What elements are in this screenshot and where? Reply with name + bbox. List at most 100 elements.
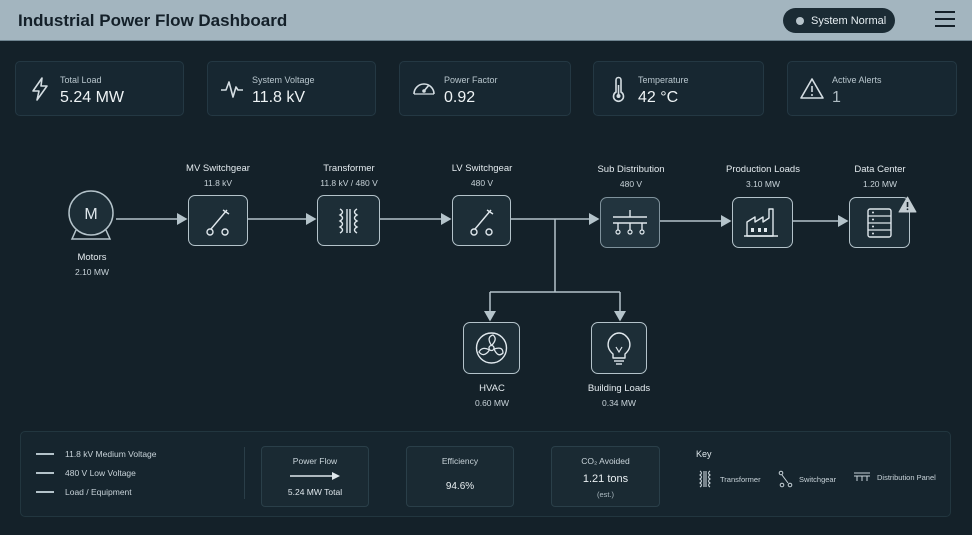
legend-item-medium-voltage: 11.8 kV Medium Voltage (36, 449, 157, 459)
switchgear-icon (206, 209, 230, 236)
power-factor-card[interactable]: Power Factor 0.92 (399, 61, 571, 116)
switchgear-icon (470, 209, 494, 236)
arrow-right-icon (290, 472, 340, 480)
page-title: Industrial Power Flow Dashboard (18, 11, 288, 30)
node-name: Production Loads (726, 164, 800, 175)
data-center-node[interactable] (849, 197, 910, 248)
efficiency-stat[interactable]: Efficiency 94.6% (406, 446, 514, 507)
card-label: Power Factor (444, 75, 498, 85)
transformer-icon (699, 470, 711, 488)
node-value: 480 V (470, 178, 494, 188)
sub-distribution-label: Sub Distribution 480 V (566, 164, 696, 189)
mv-switchgear-node[interactable] (188, 195, 248, 246)
legend-label: 480 V Low Voltage (65, 468, 136, 478)
legend-line-icon (36, 491, 54, 493)
key-label: Distribution Panel (877, 472, 936, 482)
card-label: System Voltage (252, 75, 315, 85)
transformer-label: Transformer 11.8 kV / 480 V (284, 163, 414, 188)
production-loads-label: Production Loads 3.10 MW (698, 164, 828, 189)
gauge-icon (413, 83, 435, 95)
header-bar: Industrial Power Flow Dashboard System N… (0, 0, 972, 41)
lv-switchgear-node[interactable] (452, 195, 511, 246)
card-value: 5.24 MW (60, 89, 125, 106)
transformer-icon (338, 208, 359, 234)
mv-switchgear-label: MV Switchgear 11.8 kV (153, 163, 283, 188)
node-name: Building Loads (587, 383, 651, 394)
stat-note: (est.) (596, 490, 615, 499)
node-value: 2.10 MW (74, 267, 109, 277)
node-name: Motors (77, 252, 107, 263)
switchgear-icon (778, 470, 793, 488)
warning-icon (800, 78, 824, 99)
active-alerts-card[interactable]: Active Alerts 1 (787, 61, 957, 116)
system-status-badge[interactable]: System Normal (783, 8, 895, 33)
node-name: HVAC (479, 383, 505, 394)
hvac-node[interactable] (463, 322, 520, 374)
data-center-label: Data Center 1.20 MW (815, 164, 945, 189)
key-item-distribution-panel: Distribution Panel (853, 470, 936, 484)
stat-value: 1.21 tons (582, 473, 629, 485)
temperature-card[interactable]: Temperature 42 °C (593, 61, 764, 116)
transformer-node[interactable] (317, 195, 380, 246)
node-value: 0.60 MW (474, 398, 509, 408)
factory-icon (744, 208, 778, 237)
production-loads-node[interactable] (732, 197, 793, 248)
node-name: LV Switchgear (451, 163, 513, 174)
legend-label: 11.8 kV Medium Voltage (65, 449, 157, 459)
fan-icon (475, 332, 508, 364)
distribution-panel-icon (613, 210, 647, 235)
legend-line-icon (36, 472, 54, 474)
lightning-icon (32, 77, 48, 101)
legend-line-icon (36, 453, 54, 455)
panel-divider (244, 447, 245, 499)
lightbulb-icon (607, 332, 631, 365)
legend-label: Load / Equipment (65, 487, 132, 497)
lv-switchgear-label: LV Switchgear 480 V (417, 163, 547, 188)
card-label: Active Alerts (832, 75, 882, 85)
thermometer-icon (612, 76, 625, 103)
card-value: 0.92 (444, 89, 476, 106)
node-value: 480 V (619, 179, 643, 189)
card-value: 1 (832, 89, 841, 106)
stat-label: Power Flow (292, 456, 338, 466)
node-name: Transformer (323, 163, 375, 174)
node-value: 11.8 kV / 480 V (320, 178, 378, 188)
total-load-card[interactable]: Total Load 5.24 MW (15, 61, 184, 116)
system-voltage-card[interactable]: System Voltage 11.8 kV (207, 61, 376, 116)
node-value: 11.8 kV (203, 178, 233, 188)
card-value: 11.8 kV (252, 89, 306, 106)
hamburger-menu-icon[interactable] (935, 11, 955, 29)
node-name: Data Center (854, 164, 906, 175)
stat-value: 5.24 MW Total (287, 487, 343, 497)
sub-distribution-node[interactable] (600, 197, 660, 248)
hvac-label: HVAC 0.60 MW (427, 383, 557, 408)
power-flow-stat[interactable]: Power Flow 5.24 MW Total (261, 446, 369, 507)
stat-label: CO₂ Avoided (581, 456, 630, 466)
co2-avoided-stat[interactable]: CO₂ Avoided 1.21 tons (est.) (551, 446, 660, 507)
key-item-transformer: Transformer (696, 470, 761, 488)
stat-label: Efficiency (441, 456, 479, 466)
node-value: 0.34 MW (601, 398, 636, 408)
card-value: 42 °C (638, 89, 679, 106)
waveform-icon (221, 81, 243, 98)
distribution-panel-icon (854, 472, 870, 481)
system-status-label: System Normal (811, 14, 887, 27)
key-title: Key (696, 449, 712, 459)
legend-item-load-equipment: Load / Equipment (36, 487, 132, 497)
node-name: Sub Distribution (597, 164, 665, 175)
motors-label: Motors 2.10 MW (27, 252, 157, 277)
status-dot-icon (796, 16, 804, 25)
node-value: 1.20 MW (862, 179, 897, 189)
motor-icon[interactable]: M (66, 190, 116, 242)
building-loads-node[interactable] (591, 322, 647, 374)
legend-item-low-voltage: 480 V Low Voltage (36, 468, 136, 478)
building-loads-label: Building Loads 0.34 MW (554, 383, 684, 408)
card-label: Temperature (638, 75, 689, 85)
node-value: 3.10 MW (745, 179, 780, 189)
key-label: Transformer (720, 474, 761, 484)
motor-symbol: M (84, 206, 97, 223)
card-label: Total Load (60, 75, 102, 85)
data-center-warning-icon[interactable] (898, 196, 917, 213)
node-name: MV Switchgear (186, 163, 250, 174)
